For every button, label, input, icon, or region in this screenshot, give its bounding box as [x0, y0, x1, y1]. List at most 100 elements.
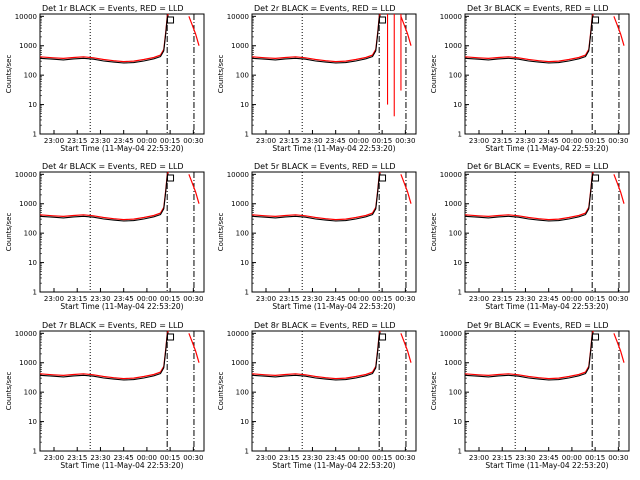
plot-frame — [464, 330, 630, 452]
x-tick-label: 00:15 — [372, 454, 392, 462]
saa-marker — [592, 16, 600, 24]
x-tick-label: 00:30 — [608, 454, 628, 462]
y-tick-label: 10000 — [15, 13, 37, 21]
panel-title: Det 3r BLACK = Events, RED = LLD — [467, 4, 609, 13]
saa-marker — [167, 16, 175, 24]
x-tick-label: 23:15 — [67, 137, 87, 145]
x-tick-label: 00:15 — [160, 137, 180, 145]
events-series-line — [39, 332, 169, 381]
y-tick-label: 10 — [453, 101, 462, 109]
x-tick-label: 00:15 — [585, 137, 605, 145]
y-tick-label: 10 — [240, 101, 249, 109]
panel-title: Det 9r BLACK = Events, RED = LLD — [467, 321, 609, 330]
y-tick-label: 10000 — [440, 171, 462, 179]
events-series-line — [464, 332, 594, 381]
y-axis-label: Counts/sec — [430, 372, 438, 411]
x-tick-label: 23:45 — [114, 454, 134, 462]
y-axis-label: Counts/sec — [217, 55, 225, 94]
x-tick-label: 00:30 — [395, 137, 415, 145]
saa-marker — [167, 333, 175, 341]
x-tick-label: 00:00 — [137, 137, 157, 145]
events-series-line — [39, 173, 169, 222]
events-series-line — [464, 173, 594, 222]
events-series-line — [39, 15, 169, 64]
x-tick-label: 23:30 — [90, 454, 110, 462]
x-axis-label: Start Time (11-May-04 22:53:20) — [272, 144, 395, 153]
plot-frame — [251, 171, 417, 293]
y-tick-label: 1000 — [444, 42, 462, 50]
lld-tail-line — [400, 174, 412, 204]
y-tick-label: 1 — [458, 448, 462, 456]
x-tick-label: 00:00 — [562, 454, 582, 462]
panel-title: Det 5r BLACK = Events, RED = LLD — [254, 162, 396, 171]
panel-title: Det 8r BLACK = Events, RED = LLD — [254, 321, 396, 330]
events-series-line — [251, 15, 381, 64]
x-tick-label: 00:15 — [585, 295, 605, 303]
x-axis-label: Start Time (11-May-04 22:53:20) — [60, 302, 183, 311]
y-tick-label: 100 — [449, 230, 462, 238]
x-tick-label: 00:00 — [137, 454, 157, 462]
plot-frame — [39, 171, 205, 293]
x-tick-label: 23:00 — [44, 137, 64, 145]
y-axis-label: Counts/sec — [5, 372, 13, 411]
y-tick-label: 10000 — [227, 13, 249, 21]
saa-marker — [379, 174, 387, 182]
panel-det-5: Det 5r BLACK = Events, RED = LLD 1 10 100 10… — [217, 162, 417, 311]
x-tick-label: 23:15 — [492, 137, 512, 145]
y-axis-label: Counts/sec — [217, 372, 225, 411]
x-tick-label: 00:30 — [183, 137, 203, 145]
events-series-line — [464, 15, 594, 64]
y-tick-label: 1 — [245, 131, 249, 139]
x-tick-label: 23:45 — [114, 137, 134, 145]
panel-det-1: Det 1r BLACK = Events, RED = LLD 1 10 100 10… — [5, 4, 205, 153]
x-tick-label: 23:30 — [90, 295, 110, 303]
y-tick-label: 100 — [236, 72, 249, 80]
lld-series-line — [251, 171, 381, 221]
lld-tail-line — [188, 174, 200, 204]
y-tick-label: 1000 — [19, 200, 37, 208]
y-tick-label: 100 — [236, 389, 249, 397]
y-tick-label: 10 — [28, 259, 37, 267]
x-tick-label: 00:15 — [372, 137, 392, 145]
y-tick-label: 1000 — [19, 42, 37, 50]
lld-series-line — [39, 330, 169, 380]
y-tick-label: 1 — [33, 131, 37, 139]
x-tick-label: 23:00 — [469, 137, 489, 145]
lld-tail-line — [613, 16, 625, 46]
y-axis-label: Counts/sec — [430, 213, 438, 252]
x-axis-label: Start Time (11-May-04 22:53:20) — [485, 461, 608, 470]
y-tick-label: 1 — [458, 289, 462, 297]
x-tick-label: 00:30 — [183, 454, 203, 462]
saa-marker — [167, 174, 175, 182]
lld-tail-line — [400, 16, 412, 46]
y-tick-label: 100 — [236, 230, 249, 238]
lld-tail-line — [188, 16, 200, 46]
y-tick-label: 1 — [245, 289, 249, 297]
plot-frame — [39, 330, 205, 452]
saa-marker — [379, 333, 387, 341]
plot-frame — [464, 171, 630, 293]
panel-det-6: Det 6r BLACK = Events, RED = LLD 1 10 100 10… — [430, 162, 630, 311]
y-axis-label: Counts/sec — [5, 213, 13, 252]
y-tick-label: 10 — [240, 418, 249, 426]
y-tick-label: 1000 — [231, 359, 249, 367]
x-tick-label: 23:30 — [302, 295, 322, 303]
y-tick-label: 100 — [449, 72, 462, 80]
y-tick-label: 10 — [28, 101, 37, 109]
events-series-line — [251, 332, 381, 381]
lld-series-line — [464, 330, 594, 380]
x-tick-label: 23:30 — [515, 454, 535, 462]
x-tick-label: 23:30 — [302, 454, 322, 462]
y-tick-label: 1 — [33, 448, 37, 456]
y-tick-label: 10 — [453, 259, 462, 267]
x-tick-label: 00:30 — [608, 295, 628, 303]
x-tick-label: 23:30 — [90, 137, 110, 145]
x-tick-label: 00:00 — [349, 454, 369, 462]
x-tick-label: 00:30 — [395, 454, 415, 462]
panel-title: Det 6r BLACK = Events, RED = LLD — [467, 162, 609, 171]
lld-tail-line — [613, 174, 625, 204]
y-tick-label: 10000 — [227, 330, 249, 338]
panel-title: Det 7r BLACK = Events, RED = LLD — [42, 321, 184, 330]
x-tick-label: 23:45 — [326, 454, 346, 462]
x-tick-label: 00:00 — [137, 295, 157, 303]
